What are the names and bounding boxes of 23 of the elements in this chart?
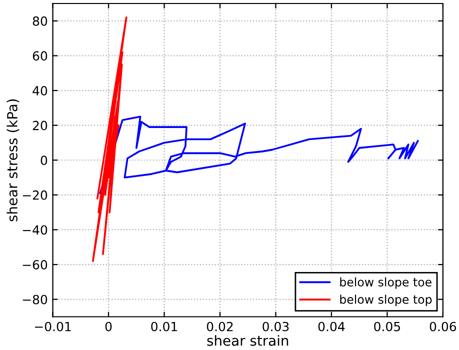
x-axis-title: shear strain (207, 335, 288, 346)
y-tick-label: 60 (32, 51, 48, 61)
x-tick-label: 0.04 (318, 322, 345, 332)
x-tick-label: 0.03 (262, 322, 289, 332)
x-tick-label: 0.06 (430, 322, 456, 332)
y-tick-label: −80 (22, 294, 48, 304)
legend-label: below slope top (340, 294, 432, 306)
y-tick-label: 80 (32, 16, 48, 26)
y-tick-label: 0 (40, 156, 48, 166)
x-tick-label: 0.01 (151, 322, 178, 332)
y-tick-label: −40 (22, 225, 48, 235)
y-tick-label: 40 (32, 86, 48, 96)
legend-label: below slope toe (340, 277, 432, 289)
y-tick-label: −20 (22, 190, 48, 200)
x-tick-label: 0 (105, 322, 112, 332)
y-tick-label: 20 (32, 120, 48, 130)
x-tick-label: −0.01 (34, 322, 71, 332)
line-series (92, 16, 128, 262)
y-axis-title: shear stress (kPa) (6, 99, 20, 222)
y-tick-label: −60 (22, 260, 48, 270)
x-tick-label: 0.02 (206, 322, 233, 332)
x-tick-label: 0.05 (374, 322, 400, 332)
line-series (99, 116, 419, 194)
